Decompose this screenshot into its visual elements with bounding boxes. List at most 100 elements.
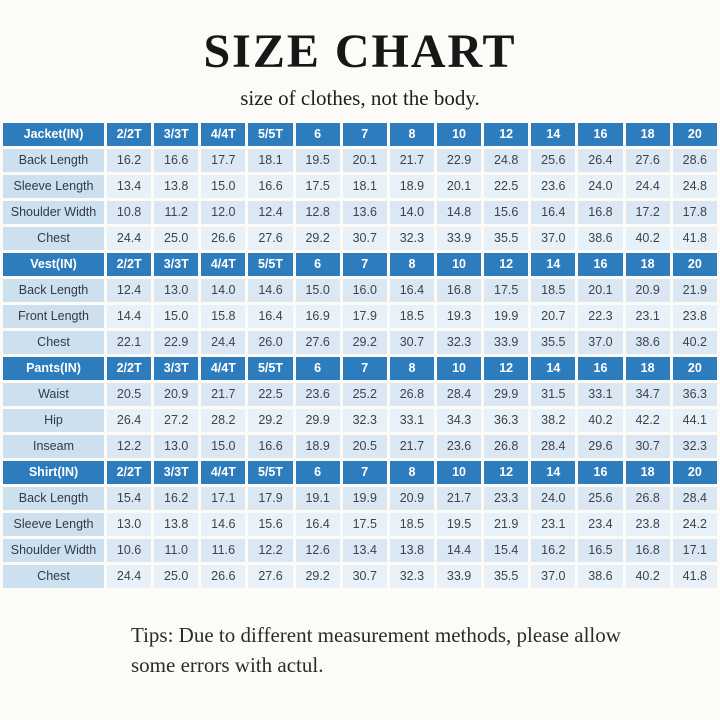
size-header-cell: 4/4T [201, 122, 246, 146]
measure-label-cell: Sleeve Length [3, 512, 104, 536]
measure-value-cell: 13.0 [107, 512, 152, 536]
measure-value-cell: 32.3 [672, 434, 717, 458]
measure-value-cell: 13.8 [154, 174, 199, 198]
size-header-cell: 7 [342, 252, 387, 276]
measure-value-cell: 26.4 [578, 148, 623, 172]
measure-value-cell: 30.7 [342, 226, 387, 250]
measure-value-cell: 40.2 [625, 564, 670, 588]
size-header-cell: 5/5T [248, 356, 293, 380]
measure-value-cell: 18.1 [248, 148, 293, 172]
size-header-cell: 7 [342, 122, 387, 146]
measure-value-cell: 19.5 [295, 148, 340, 172]
measure-value-cell: 21.9 [672, 278, 717, 302]
measure-value-cell: 16.4 [389, 278, 434, 302]
measure-value-cell: 22.3 [578, 304, 623, 328]
size-header-cell: 3/3T [154, 356, 199, 380]
measure-value-cell: 16.6 [248, 174, 293, 198]
measure-value-cell: 34.7 [625, 382, 670, 406]
measure-row: Chest 24.4 25.0 26.6 27.6 29.2 30.7 32.3 33.9 35.… [3, 564, 717, 588]
measure-value-cell: 18.5 [389, 512, 434, 536]
measure-row: Chest 22.1 22.9 24.4 26.0 27.6 29.2 30.7 32.3 33.… [3, 330, 717, 354]
measure-value-cell: 16.8 [436, 278, 482, 302]
measure-value-cell: 30.7 [389, 330, 434, 354]
measure-row: Inseam 12.2 13.0 15.0 16.6 18.9 20.5 21.7 23.6 26… [3, 434, 717, 458]
measure-value-cell: 33.1 [389, 408, 434, 432]
measure-value-cell: 17.8 [672, 200, 717, 224]
measure-value-cell: 38.6 [625, 330, 670, 354]
measure-value-cell: 15.8 [201, 304, 246, 328]
measure-value-cell: 27.6 [625, 148, 670, 172]
measure-value-cell: 40.2 [672, 330, 717, 354]
measure-value-cell: 40.2 [578, 408, 623, 432]
section-name-cell: Shirt(IN) [3, 460, 104, 484]
measure-row: Chest 24.4 25.0 26.6 27.6 29.2 30.7 32.3 33.9 35.… [3, 226, 717, 250]
measure-value-cell: 12.0 [201, 200, 246, 224]
measure-label-cell: Inseam [3, 434, 104, 458]
measure-value-cell: 25.0 [154, 564, 199, 588]
measure-value-cell: 20.5 [342, 434, 387, 458]
measure-value-cell: 10.8 [107, 200, 152, 224]
measure-value-cell: 32.3 [436, 330, 482, 354]
measure-value-cell: 24.4 [201, 330, 246, 354]
size-header-cell: 2/2T [107, 460, 152, 484]
measure-value-cell: 15.4 [107, 486, 152, 510]
tips-line2: some errors with actul. [131, 652, 324, 677]
measure-value-cell: 16.5 [578, 538, 623, 562]
measure-value-cell: 19.3 [436, 304, 482, 328]
measure-value-cell: 24.0 [578, 174, 623, 198]
measure-value-cell: 29.2 [248, 408, 293, 432]
measure-value-cell: 24.4 [107, 226, 152, 250]
measure-value-cell: 25.0 [154, 226, 199, 250]
measure-value-cell: 12.4 [248, 200, 293, 224]
measure-value-cell: 40.2 [625, 226, 670, 250]
tips-line1: Tips: Due to different measurement metho… [131, 622, 621, 647]
measure-value-cell: 23.4 [578, 512, 623, 536]
measure-value-cell: 13.8 [154, 512, 199, 536]
measure-label-cell: Shoulder Width [3, 538, 104, 562]
measure-value-cell: 41.8 [672, 226, 717, 250]
measure-value-cell: 23.8 [672, 304, 717, 328]
measure-value-cell: 16.9 [295, 304, 340, 328]
measure-value-cell: 32.3 [389, 226, 434, 250]
size-header-cell: 7 [342, 460, 387, 484]
measure-value-cell: 36.3 [672, 382, 717, 406]
measure-value-cell: 38.6 [578, 564, 623, 588]
measure-value-cell: 18.1 [342, 174, 387, 198]
measure-value-cell: 16.2 [154, 486, 199, 510]
measure-value-cell: 13.4 [107, 174, 152, 198]
size-header-cell: 3/3T [154, 252, 199, 276]
measure-value-cell: 11.6 [201, 538, 246, 562]
measure-label-cell: Front Length [3, 304, 104, 328]
size-header-cell: 18 [625, 460, 670, 484]
measure-value-cell: 18.5 [531, 278, 576, 302]
measure-value-cell: 26.6 [201, 564, 246, 588]
measure-value-cell: 29.2 [342, 330, 387, 354]
measure-value-cell: 20.1 [342, 148, 387, 172]
section-header-row-1: Vest(IN) 2/2T 3/3T 4/4T 5/5T 6 7 8 10 12 14 16 18 20 [3, 252, 717, 276]
measure-value-cell: 17.1 [201, 486, 246, 510]
measure-value-cell: 23.3 [484, 486, 529, 510]
measure-value-cell: 22.5 [248, 382, 293, 406]
measure-value-cell: 35.5 [484, 564, 529, 588]
measure-value-cell: 36.3 [484, 408, 529, 432]
size-header-cell: 2/2T [107, 122, 152, 146]
measure-value-cell: 32.3 [389, 564, 434, 588]
measure-value-cell: 24.8 [484, 148, 529, 172]
measure-value-cell: 16.8 [625, 538, 670, 562]
measure-label-cell: Shoulder Width [3, 200, 104, 224]
measure-value-cell: 14.8 [436, 200, 482, 224]
measure-value-cell: 15.0 [201, 174, 246, 198]
size-header-cell: 16 [578, 122, 623, 146]
measure-value-cell: 14.0 [201, 278, 246, 302]
measure-label-cell: Waist [3, 382, 104, 406]
size-header-cell: 4/4T [201, 252, 246, 276]
measure-value-cell: 35.5 [531, 330, 576, 354]
measure-value-cell: 20.5 [107, 382, 152, 406]
size-header-cell: 10 [436, 252, 482, 276]
measure-value-cell: 38.2 [531, 408, 576, 432]
measure-row: Back Length 12.4 13.0 14.0 14.6 15.0 16.0 16.4 1… [3, 278, 717, 302]
size-header-cell: 20 [672, 356, 717, 380]
measure-value-cell: 31.5 [531, 382, 576, 406]
measure-row: Hip 26.4 27.2 28.2 29.2 29.9 32.3 33.1 34.3 36.3 3… [3, 408, 717, 432]
size-header-cell: 14 [531, 122, 576, 146]
